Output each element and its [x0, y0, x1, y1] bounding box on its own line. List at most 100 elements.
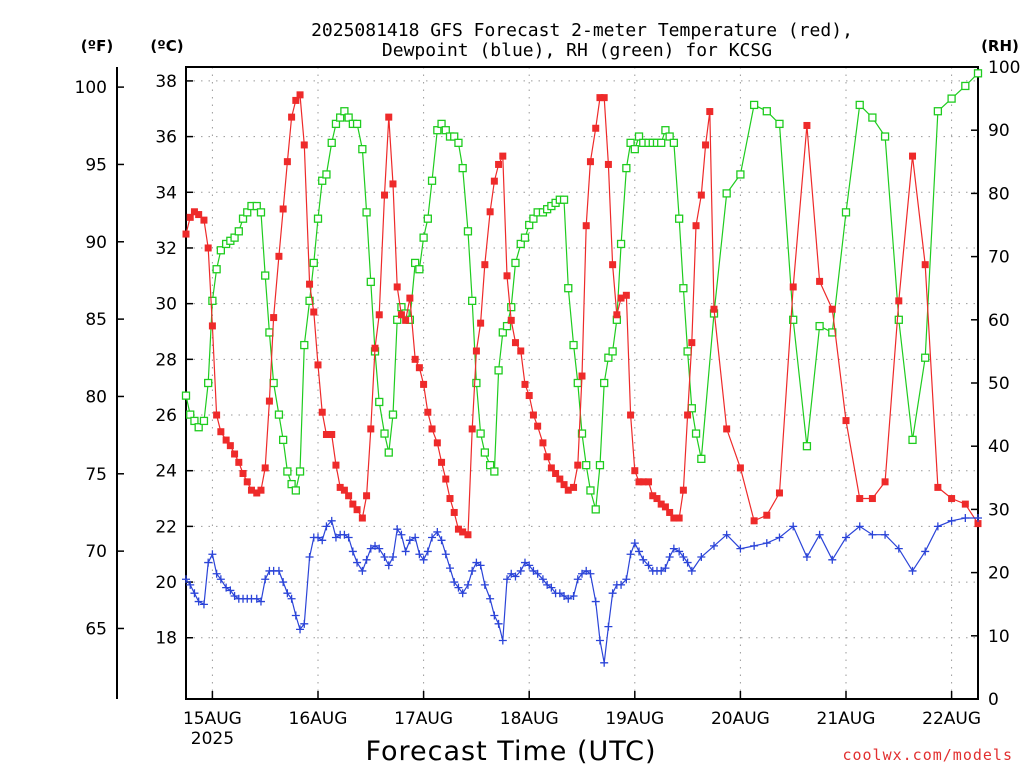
x-tick-label: 20AUG	[711, 709, 770, 729]
rh-point	[600, 378, 609, 388]
dewpoint-point	[815, 530, 824, 539]
rh-point	[463, 227, 473, 236]
temperature-point	[868, 495, 876, 503]
celsius-tick-label: 30	[155, 295, 177, 315]
rh-point	[344, 113, 353, 122]
dewpoint-point	[604, 622, 613, 631]
rh-point	[679, 284, 688, 293]
celsius-unit-label: (ºC)	[150, 37, 183, 55]
rh-point	[274, 410, 284, 419]
dewpoint-point	[480, 580, 489, 589]
temperature-point	[363, 492, 371, 500]
temperature-point	[521, 380, 529, 388]
rh-point	[234, 227, 243, 236]
dewpoint-point	[490, 611, 499, 620]
celsius-tick-label: 34	[155, 183, 177, 203]
dewpoint-point	[529, 566, 538, 575]
temperature-point	[186, 213, 194, 221]
dewpoint-point	[494, 619, 503, 628]
dewpoint-point	[498, 636, 507, 645]
temperature-point	[345, 492, 353, 500]
temperature-point	[300, 141, 308, 149]
rh-point	[190, 416, 199, 426]
rh-point	[564, 284, 573, 293]
dewpoint-line	[185, 517, 978, 663]
celsius-tick-label: 28	[155, 350, 177, 370]
dewpoint-point	[578, 569, 586, 578]
dewpoint-point	[393, 525, 402, 534]
rh-point	[230, 233, 239, 242]
dewpoint-point	[947, 516, 956, 525]
temperature-point	[921, 261, 929, 269]
rh-point	[591, 505, 600, 514]
rh-point	[691, 429, 701, 438]
dewpoint-point	[617, 580, 626, 589]
rh-point	[397, 303, 406, 312]
dewpoint-point	[401, 547, 410, 556]
dewpoint-point	[595, 636, 604, 645]
temperature-point	[406, 294, 414, 302]
temperature-point	[314, 361, 322, 369]
temperature-point	[582, 222, 590, 230]
rh-axis: 0 10 20 30 40 50 60 70 80 90 100	[971, 58, 1020, 710]
rh-point	[279, 435, 288, 445]
dewpoint-point	[204, 558, 213, 567]
rh-point	[573, 378, 582, 388]
rh-point	[295, 467, 305, 476]
rh-point	[468, 296, 477, 305]
temperature-point	[934, 483, 942, 491]
temperature-point	[702, 141, 710, 149]
temperature-point	[375, 311, 383, 319]
fahrenheit-tick-label: 100	[75, 78, 107, 98]
temperature-point	[578, 372, 586, 380]
rh-point	[252, 201, 261, 211]
temperature-point	[349, 500, 357, 508]
rh-point	[630, 145, 639, 154]
temperature-point	[803, 121, 811, 129]
rh-point	[722, 189, 731, 198]
rh-tick-label: 20	[988, 564, 1010, 584]
temperature-point	[697, 191, 705, 199]
dewpoint-point	[419, 555, 428, 564]
rh-point	[525, 220, 534, 230]
rh-point	[775, 119, 784, 129]
temperature-point	[265, 397, 273, 405]
dewpoint-point	[622, 575, 631, 584]
dewpoint-point	[468, 566, 477, 575]
temperature-point	[328, 431, 336, 439]
dewpoint-point	[366, 544, 375, 553]
temperature-point	[204, 244, 212, 252]
dewpoint-point	[322, 522, 331, 531]
temperature-point	[222, 436, 230, 444]
temperature-point	[789, 283, 797, 291]
temperature-point	[213, 411, 221, 419]
rh-point	[577, 429, 587, 438]
dewpoint-point	[486, 594, 495, 603]
temperature-point	[340, 486, 348, 494]
dewpoint-point	[287, 594, 296, 603]
dewpoint-point	[520, 558, 529, 567]
rh-unit-label: (RH)	[981, 37, 1019, 55]
temperature-point	[257, 486, 265, 494]
temperature-point	[235, 458, 243, 466]
dewpoint-point	[564, 594, 573, 603]
dewpoint-point	[586, 569, 595, 578]
rh-tick-label: 30	[988, 500, 1010, 520]
temperature-point	[586, 158, 594, 166]
temperature-point	[279, 205, 287, 213]
dewpoint-point	[842, 533, 850, 542]
temperature-point	[353, 506, 361, 514]
dewpoint-point	[261, 575, 270, 584]
dewpoint-point	[279, 578, 288, 587]
temperature-point	[182, 230, 190, 238]
rh-point	[380, 429, 389, 438]
rh-point	[300, 340, 309, 350]
dewpoint-point	[450, 578, 459, 587]
dewpoint-point	[362, 555, 371, 564]
rh-point	[437, 119, 446, 129]
dewpoint-point	[644, 561, 653, 570]
temperature-point	[397, 311, 405, 319]
rh-tick-label: 60	[988, 311, 1010, 331]
dewpoint-series	[182, 514, 982, 667]
x-tick-label: 21AUG	[817, 709, 876, 729]
